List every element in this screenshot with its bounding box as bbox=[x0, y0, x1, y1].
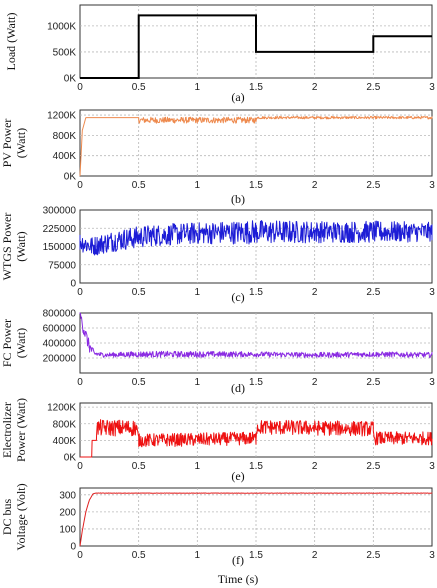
x-tick-label: 3 bbox=[429, 180, 435, 191]
y-tick-label: 75000 bbox=[48, 260, 76, 271]
x-tick-label: 2.5 bbox=[366, 287, 380, 298]
x-tick-label: 1 bbox=[195, 377, 201, 388]
y-axis-label: (Watt) bbox=[14, 128, 28, 158]
y-tick-label: 200000 bbox=[43, 354, 77, 365]
x-tick-label: 0.5 bbox=[132, 550, 146, 561]
y-tick-label: 0 bbox=[70, 279, 76, 290]
x-tick-label: 0 bbox=[77, 82, 83, 93]
x-tick-label: 0.5 bbox=[132, 461, 146, 472]
x-tick-label: 1.5 bbox=[249, 550, 263, 561]
panel-a: 0 0.5 1 1.5 2 2.5 3 0K 500K 1000K Load (Watt) (a) bbox=[4, 4, 435, 104]
y-axis-label: FC Power bbox=[0, 319, 14, 367]
panel-f: 0 0.5 1 1.5 2 2.5 3 0 100 200 300 DC bus Voltage (Vo… bbox=[0, 483, 435, 586]
x-tick-label: 3 bbox=[429, 461, 435, 472]
x-tick-label: 1 bbox=[195, 287, 201, 298]
panel-d: 0 0.5 1 1.5 2 2.5 3 200000 400000 600000 800000 FC … bbox=[0, 309, 435, 396]
x-tick-label: 1.5 bbox=[249, 461, 263, 472]
x-tick-label: 2 bbox=[312, 461, 318, 472]
y-tick-label: 1200K bbox=[47, 403, 76, 414]
x-tick-label: 1.5 bbox=[249, 287, 263, 298]
x-tick-label: 2 bbox=[312, 377, 318, 388]
x-tick-label: 2 bbox=[312, 82, 318, 93]
y-tick-label: 400K bbox=[53, 436, 77, 447]
panel-b: 0 0.5 1 1.5 2 2.5 3 0K 400K 800K 1200K PV Power (Wat… bbox=[0, 109, 435, 206]
y-axis-label: Load (Watt) bbox=[4, 12, 18, 70]
y-tick-label: 300 bbox=[59, 490, 76, 501]
x-tick-label: 2.5 bbox=[366, 377, 380, 388]
y-axis-label: WTGS Power bbox=[0, 213, 14, 281]
y-axis-label: (Watt) bbox=[14, 328, 28, 358]
y-tick-label: 600000 bbox=[43, 324, 77, 335]
x-tick-label: 1 bbox=[195, 461, 201, 472]
series-line bbox=[79, 115, 433, 177]
series-line bbox=[80, 14, 432, 79]
x-tick-label: 0 bbox=[77, 550, 83, 561]
x-tick-label: 1 bbox=[195, 180, 201, 191]
x-tick-label: 3 bbox=[429, 287, 435, 298]
x-tick-label: 0 bbox=[77, 377, 83, 388]
x-tick-label: 2 bbox=[312, 550, 318, 561]
y-tick-label: 800000 bbox=[43, 309, 77, 320]
y-axis-label: Voltage (Volt) bbox=[14, 483, 28, 550]
x-tick-label: 0.5 bbox=[132, 82, 146, 93]
x-tick-label: 3 bbox=[429, 550, 435, 561]
y-tick-label: 400000 bbox=[43, 339, 77, 350]
x-tick-label: 1 bbox=[195, 550, 201, 561]
x-tick-label: 0 bbox=[77, 461, 83, 472]
x-tick-label: 3 bbox=[429, 82, 435, 93]
x-tick-label: 0 bbox=[77, 287, 83, 298]
x-tick-label: 0.5 bbox=[132, 377, 146, 388]
x-tick-label: 1.5 bbox=[249, 377, 263, 388]
panel-caption: (e) bbox=[231, 469, 244, 483]
y-tick-label: 150000 bbox=[43, 242, 77, 253]
y-tick-label: 400K bbox=[53, 151, 77, 162]
y-tick-label: 800K bbox=[53, 419, 77, 430]
panel-caption: (f) bbox=[232, 553, 244, 567]
panel-caption: (a) bbox=[231, 90, 244, 104]
y-axis-label: Power (Watt) bbox=[14, 398, 28, 462]
y-tick-label: 225000 bbox=[43, 224, 77, 235]
y-axis-label: PV Power bbox=[0, 119, 14, 168]
y-tick-label: 1000K bbox=[47, 21, 76, 32]
panel-caption: (d) bbox=[231, 381, 245, 395]
y-tick-label: 300000 bbox=[43, 206, 77, 217]
panel-caption: (c) bbox=[231, 290, 244, 304]
y-tick-label: 100 bbox=[59, 524, 76, 535]
series-line bbox=[79, 312, 433, 359]
x-tick-label: 2 bbox=[312, 180, 318, 191]
x-tick-label: 2.5 bbox=[366, 550, 380, 561]
panel-caption: (b) bbox=[231, 192, 245, 206]
x-tick-label: 0.5 bbox=[132, 180, 146, 191]
x-tick-label: 2.5 bbox=[366, 82, 380, 93]
x-tick-label: 1 bbox=[195, 82, 201, 93]
panel-e: 0 0.5 1 1.5 2 2.5 3 0K 400K 800K 1200K Electrolizer… bbox=[0, 398, 435, 483]
y-tick-label: 0 bbox=[70, 542, 76, 553]
y-tick-label: 0K bbox=[64, 172, 77, 183]
x-tick-label: 0.5 bbox=[132, 287, 146, 298]
x-tick-label: 3 bbox=[429, 377, 435, 388]
y-tick-label: 1200K bbox=[47, 111, 76, 122]
y-tick-label: 500K bbox=[53, 47, 77, 58]
series-line bbox=[79, 220, 433, 256]
y-axis-label: DC bus bbox=[0, 499, 14, 536]
x-tick-label: 2.5 bbox=[366, 461, 380, 472]
series-line bbox=[79, 492, 433, 547]
y-axis-label: Electrolizer bbox=[0, 402, 14, 458]
y-tick-label: 0K bbox=[64, 74, 77, 85]
x-tick-label: 1.5 bbox=[249, 82, 263, 93]
x-tick-label: 2.5 bbox=[366, 180, 380, 191]
y-tick-label: 800K bbox=[53, 131, 77, 142]
x-tick-label: 1.5 bbox=[249, 180, 263, 191]
y-axis-label: (Watt) bbox=[14, 231, 28, 261]
y-tick-label: 0K bbox=[64, 453, 77, 464]
x-tick-label: 0 bbox=[77, 180, 83, 191]
series-line bbox=[80, 419, 433, 458]
x-axis-label: Time (s) bbox=[218, 572, 259, 586]
y-tick-label: 200 bbox=[59, 507, 76, 518]
panel-c: 0 0.5 1 1.5 2 2.5 3 0 75000 150000 225000 300000 WTG… bbox=[0, 206, 435, 305]
x-tick-label: 2 bbox=[312, 287, 318, 298]
